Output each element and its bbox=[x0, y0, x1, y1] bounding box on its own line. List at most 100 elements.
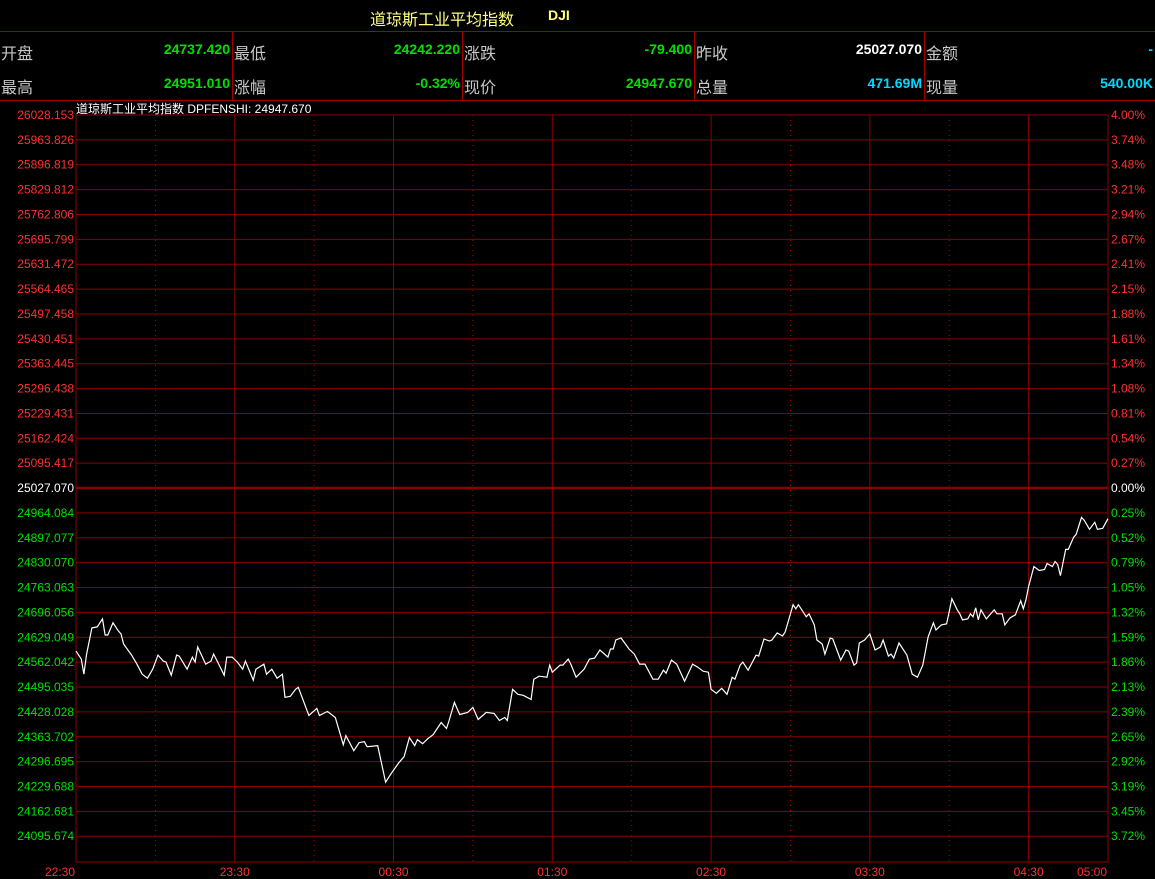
x-tick-label: 00:30 bbox=[379, 865, 409, 879]
x-tick-label: 22:30 bbox=[45, 865, 75, 879]
quote-field: 昨收 25027.070 bbox=[695, 32, 924, 66]
y-tick-label-left: 25162.424 bbox=[17, 431, 74, 445]
quote-value: 24737.420 bbox=[163, 41, 230, 57]
y-tick-label-right: 3.72% bbox=[1111, 829, 1145, 843]
y-tick-label-right: 3.74% bbox=[1111, 133, 1145, 147]
quote-panel: 开盘 24737.420 最低 24242.220 涨跌 -79.400 昨收 25027.0… bbox=[0, 32, 1155, 101]
quote-value: -0.32% bbox=[415, 75, 460, 91]
x-tick-label: 02:30 bbox=[696, 865, 726, 879]
x-tick-label: 04:30 bbox=[1014, 865, 1044, 879]
y-tick-label-right: 2.41% bbox=[1111, 257, 1145, 271]
chart-legend: 道琼斯工业平均指数 DPFENSHI: 24947.670 bbox=[76, 102, 312, 116]
y-tick-label-left: 25095.417 bbox=[17, 456, 74, 470]
y-tick-label-right: 0.27% bbox=[1111, 456, 1145, 470]
y-tick-label-left: 25631.472 bbox=[17, 257, 74, 271]
quote-value: -79.400 bbox=[644, 41, 692, 57]
y-tick-label-left: 24562.042 bbox=[17, 655, 74, 669]
quote-label: 现量 bbox=[926, 78, 959, 97]
y-tick-label-left: 25896.819 bbox=[17, 158, 74, 172]
y-tick-label-right: 2.67% bbox=[1111, 232, 1145, 246]
y-tick-label-right: 2.94% bbox=[1111, 207, 1145, 221]
y-tick-label-right: 1.86% bbox=[1111, 655, 1145, 669]
y-tick-label-left: 25363.445 bbox=[17, 357, 74, 371]
quote-value: 24242.220 bbox=[393, 41, 460, 57]
y-tick-label-left: 24964.084 bbox=[17, 506, 74, 520]
y-tick-label-left: 24428.028 bbox=[17, 705, 74, 719]
y-tick-label-left: 25829.812 bbox=[17, 183, 74, 197]
x-tick-label: 05:00 bbox=[1077, 865, 1107, 879]
quote-value: 25027.070 bbox=[855, 41, 922, 57]
quote-label: 涨幅 bbox=[234, 78, 267, 97]
y-tick-label-left: 24629.049 bbox=[17, 630, 74, 644]
quote-field: 现量 540.00K bbox=[925, 66, 1155, 100]
y-tick-label-left: 25497.458 bbox=[17, 307, 74, 321]
price-line bbox=[75, 516, 1109, 784]
y-tick-label-right: 2.13% bbox=[1111, 680, 1145, 694]
divider bbox=[462, 32, 463, 100]
y-tick-label-left: 24495.035 bbox=[17, 680, 74, 694]
quote-label: 金额 bbox=[926, 44, 959, 63]
quote-label: 开盘 bbox=[1, 44, 34, 63]
y-tick-label-right: 0.79% bbox=[1111, 556, 1145, 570]
y-tick-label-left: 24897.077 bbox=[17, 531, 74, 545]
quote-field: 最低 24242.220 bbox=[233, 32, 462, 66]
y-tick-label-right: 2.65% bbox=[1111, 730, 1145, 744]
y-tick-label-right: 3.19% bbox=[1111, 779, 1145, 793]
quote-field: 最高 24951.010 bbox=[0, 66, 232, 100]
quote-label: 总量 bbox=[696, 78, 729, 97]
quote-label: 昨收 bbox=[696, 44, 729, 63]
y-tick-label-left: 25762.806 bbox=[17, 207, 74, 221]
y-tick-label-left: 25695.799 bbox=[17, 232, 74, 246]
y-tick-label-right: 3.45% bbox=[1111, 804, 1145, 818]
quote-label: 现价 bbox=[464, 78, 497, 97]
x-tick-label: 03:30 bbox=[855, 865, 885, 879]
quote-field: 现价 24947.670 bbox=[463, 66, 694, 100]
y-tick-label-left: 24363.702 bbox=[17, 730, 74, 744]
y-tick-label-left: 25430.451 bbox=[17, 332, 74, 346]
y-tick-label-left: 25963.826 bbox=[17, 133, 74, 147]
y-tick-label-right: 1.34% bbox=[1111, 357, 1145, 371]
y-tick-label-left: 24229.688 bbox=[17, 779, 74, 793]
y-tick-label-right: 2.92% bbox=[1111, 755, 1145, 769]
quote-value: 540.00K bbox=[1100, 75, 1153, 91]
quote-value: 24951.010 bbox=[163, 75, 230, 91]
y-tick-label-right: 0.54% bbox=[1111, 431, 1145, 445]
y-tick-label-right: 2.39% bbox=[1111, 705, 1145, 719]
x-tick-label: 01:30 bbox=[537, 865, 567, 879]
quote-field: 总量 471.69M bbox=[695, 66, 924, 100]
divider bbox=[232, 32, 233, 100]
y-tick-label-left: 25564.465 bbox=[17, 282, 74, 296]
y-tick-label-right: 2.15% bbox=[1111, 282, 1145, 296]
quote-label: 最低 bbox=[234, 44, 267, 63]
quote-field: 涨跌 -79.400 bbox=[463, 32, 694, 66]
quote-label: 最高 bbox=[1, 78, 34, 97]
y-tick-label-left: 25296.438 bbox=[17, 382, 74, 396]
y-tick-label-right: 4.00% bbox=[1111, 108, 1145, 122]
divider bbox=[924, 32, 925, 100]
y-tick-label-right: 0.81% bbox=[1111, 406, 1145, 420]
y-tick-label-right: 0.52% bbox=[1111, 531, 1145, 545]
y-tick-label-right: 1.05% bbox=[1111, 581, 1145, 595]
y-tick-label-right: 1.32% bbox=[1111, 605, 1145, 619]
quote-label: 涨跌 bbox=[464, 44, 497, 63]
y-tick-label-left: 24830.070 bbox=[17, 556, 74, 570]
y-tick-label-right: 3.21% bbox=[1111, 183, 1145, 197]
divider bbox=[694, 32, 695, 100]
y-tick-label-left: 24296.695 bbox=[17, 755, 74, 769]
y-tick-label-left: 24095.674 bbox=[17, 829, 74, 843]
quote-field: 涨幅 -0.32% bbox=[233, 66, 462, 100]
y-tick-label-left: 26028.153 bbox=[17, 108, 74, 122]
quote-field: 开盘 24737.420 bbox=[0, 32, 232, 66]
x-tick-label: 23:30 bbox=[220, 865, 250, 879]
y-tick-label-right: 3.48% bbox=[1111, 158, 1145, 172]
index-code: DJI bbox=[548, 7, 570, 23]
y-tick-label-left: 25027.070 bbox=[17, 481, 74, 495]
y-tick-label-right: 0.25% bbox=[1111, 506, 1145, 520]
y-tick-label-right: 1.88% bbox=[1111, 307, 1145, 321]
title-bar: 道琼斯工业平均指数 DJI bbox=[0, 0, 1155, 32]
quote-value: 471.69M bbox=[867, 75, 922, 91]
y-tick-label-right: 0.00% bbox=[1111, 481, 1145, 495]
y-tick-label-right: 1.08% bbox=[1111, 382, 1145, 396]
quote-value: - bbox=[1148, 41, 1153, 57]
